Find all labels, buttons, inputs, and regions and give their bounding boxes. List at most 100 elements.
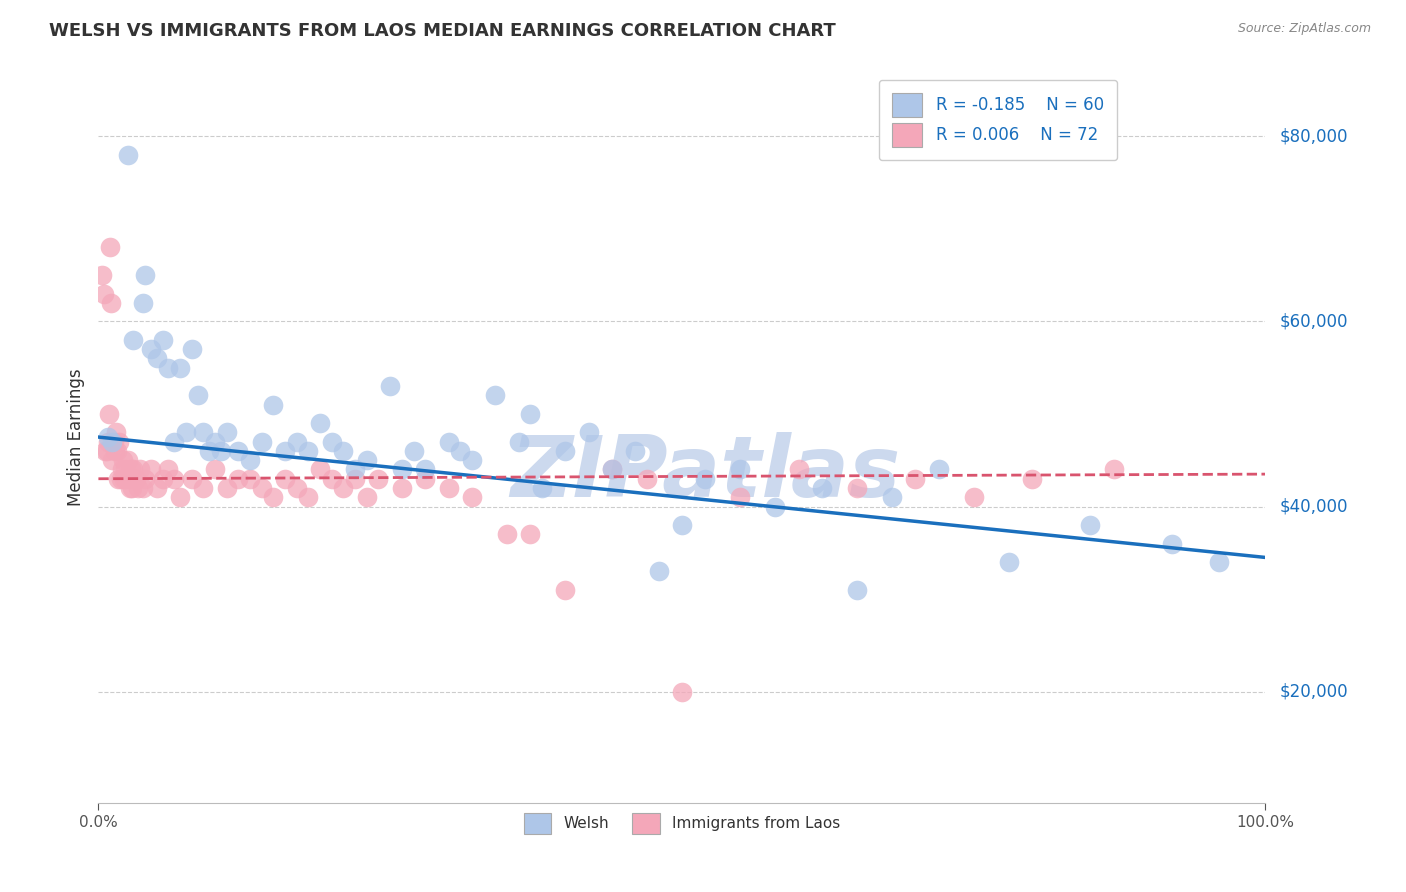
- Point: [356, 490, 378, 504]
- Point: [1021, 472, 1043, 486]
- Point: [134, 472, 156, 486]
- Point: [101, 453, 124, 467]
- Point: [103, 434, 125, 449]
- Point: [508, 434, 530, 449]
- Legend: Welsh, Immigrants from Laos: Welsh, Immigrants from Laos: [512, 800, 852, 847]
- Point: [101, 434, 124, 449]
- Point: [321, 472, 343, 486]
- Point: [647, 565, 669, 579]
- Point: [250, 481, 273, 495]
- Point: [111, 453, 134, 467]
- Point: [344, 462, 367, 476]
- Point: [262, 490, 284, 504]
- Point: [118, 472, 141, 486]
- Point: [1208, 555, 1230, 569]
- Point: [121, 481, 143, 495]
- Point: [97, 430, 120, 444]
- Point: [332, 444, 354, 458]
- Point: [97, 407, 120, 421]
- Point: [437, 434, 460, 449]
- Point: [215, 481, 238, 495]
- Point: [139, 462, 162, 476]
- Point: [332, 481, 354, 495]
- Point: [880, 490, 903, 504]
- Point: [309, 416, 332, 430]
- Point: [180, 472, 202, 486]
- Point: [730, 462, 752, 476]
- Point: [730, 490, 752, 504]
- Point: [846, 582, 869, 597]
- Point: [98, 240, 121, 254]
- Point: [169, 360, 191, 375]
- Point: [209, 444, 232, 458]
- Point: [356, 453, 378, 467]
- Point: [391, 481, 413, 495]
- Text: $40,000: $40,000: [1279, 498, 1348, 516]
- Point: [146, 351, 169, 366]
- Point: [811, 481, 834, 495]
- Point: [157, 462, 180, 476]
- Text: Source: ZipAtlas.com: Source: ZipAtlas.com: [1237, 22, 1371, 36]
- Text: $80,000: $80,000: [1279, 128, 1348, 145]
- Point: [204, 434, 226, 449]
- Point: [111, 462, 134, 476]
- Point: [163, 472, 186, 486]
- Point: [484, 388, 506, 402]
- Point: [228, 444, 250, 458]
- Point: [297, 444, 319, 458]
- Point: [215, 425, 238, 440]
- Point: [578, 425, 600, 440]
- Point: [97, 434, 120, 449]
- Point: [228, 472, 250, 486]
- Point: [94, 444, 117, 458]
- Text: $60,000: $60,000: [1279, 312, 1348, 330]
- Point: [402, 444, 425, 458]
- Point: [391, 462, 413, 476]
- Point: [461, 490, 484, 504]
- Point: [262, 398, 284, 412]
- Point: [496, 527, 519, 541]
- Point: [904, 472, 927, 486]
- Point: [285, 481, 308, 495]
- Point: [139, 342, 162, 356]
- Point: [132, 481, 155, 495]
- Point: [413, 462, 436, 476]
- Point: [193, 425, 215, 440]
- Point: [380, 379, 402, 393]
- Point: [239, 472, 262, 486]
- Point: [274, 472, 297, 486]
- Text: ZIPatlas: ZIPatlas: [510, 432, 900, 516]
- Point: [127, 481, 149, 495]
- Point: [134, 268, 156, 282]
- Point: [204, 462, 226, 476]
- Point: [554, 444, 576, 458]
- Point: [285, 434, 308, 449]
- Point: [193, 481, 215, 495]
- Point: [600, 462, 623, 476]
- Point: [695, 472, 717, 486]
- Point: [1161, 536, 1184, 550]
- Point: [367, 472, 389, 486]
- Point: [519, 527, 541, 541]
- Point: [321, 434, 343, 449]
- Point: [437, 481, 460, 495]
- Point: [250, 434, 273, 449]
- Point: [1102, 462, 1125, 476]
- Point: [928, 462, 950, 476]
- Point: [344, 472, 367, 486]
- Point: [117, 453, 139, 467]
- Point: [671, 684, 693, 698]
- Point: [600, 462, 623, 476]
- Point: [169, 490, 191, 504]
- Point: [239, 453, 262, 467]
- Point: [114, 462, 136, 476]
- Point: [100, 295, 122, 310]
- Point: [671, 518, 693, 533]
- Point: [118, 481, 141, 495]
- Text: $20,000: $20,000: [1279, 682, 1348, 701]
- Point: [163, 434, 186, 449]
- Text: WELSH VS IMMIGRANTS FROM LAOS MEDIAN EARNINGS CORRELATION CHART: WELSH VS IMMIGRANTS FROM LAOS MEDIAN EAR…: [49, 22, 837, 40]
- Point: [104, 425, 127, 440]
- Point: [122, 333, 145, 347]
- Point: [187, 388, 209, 402]
